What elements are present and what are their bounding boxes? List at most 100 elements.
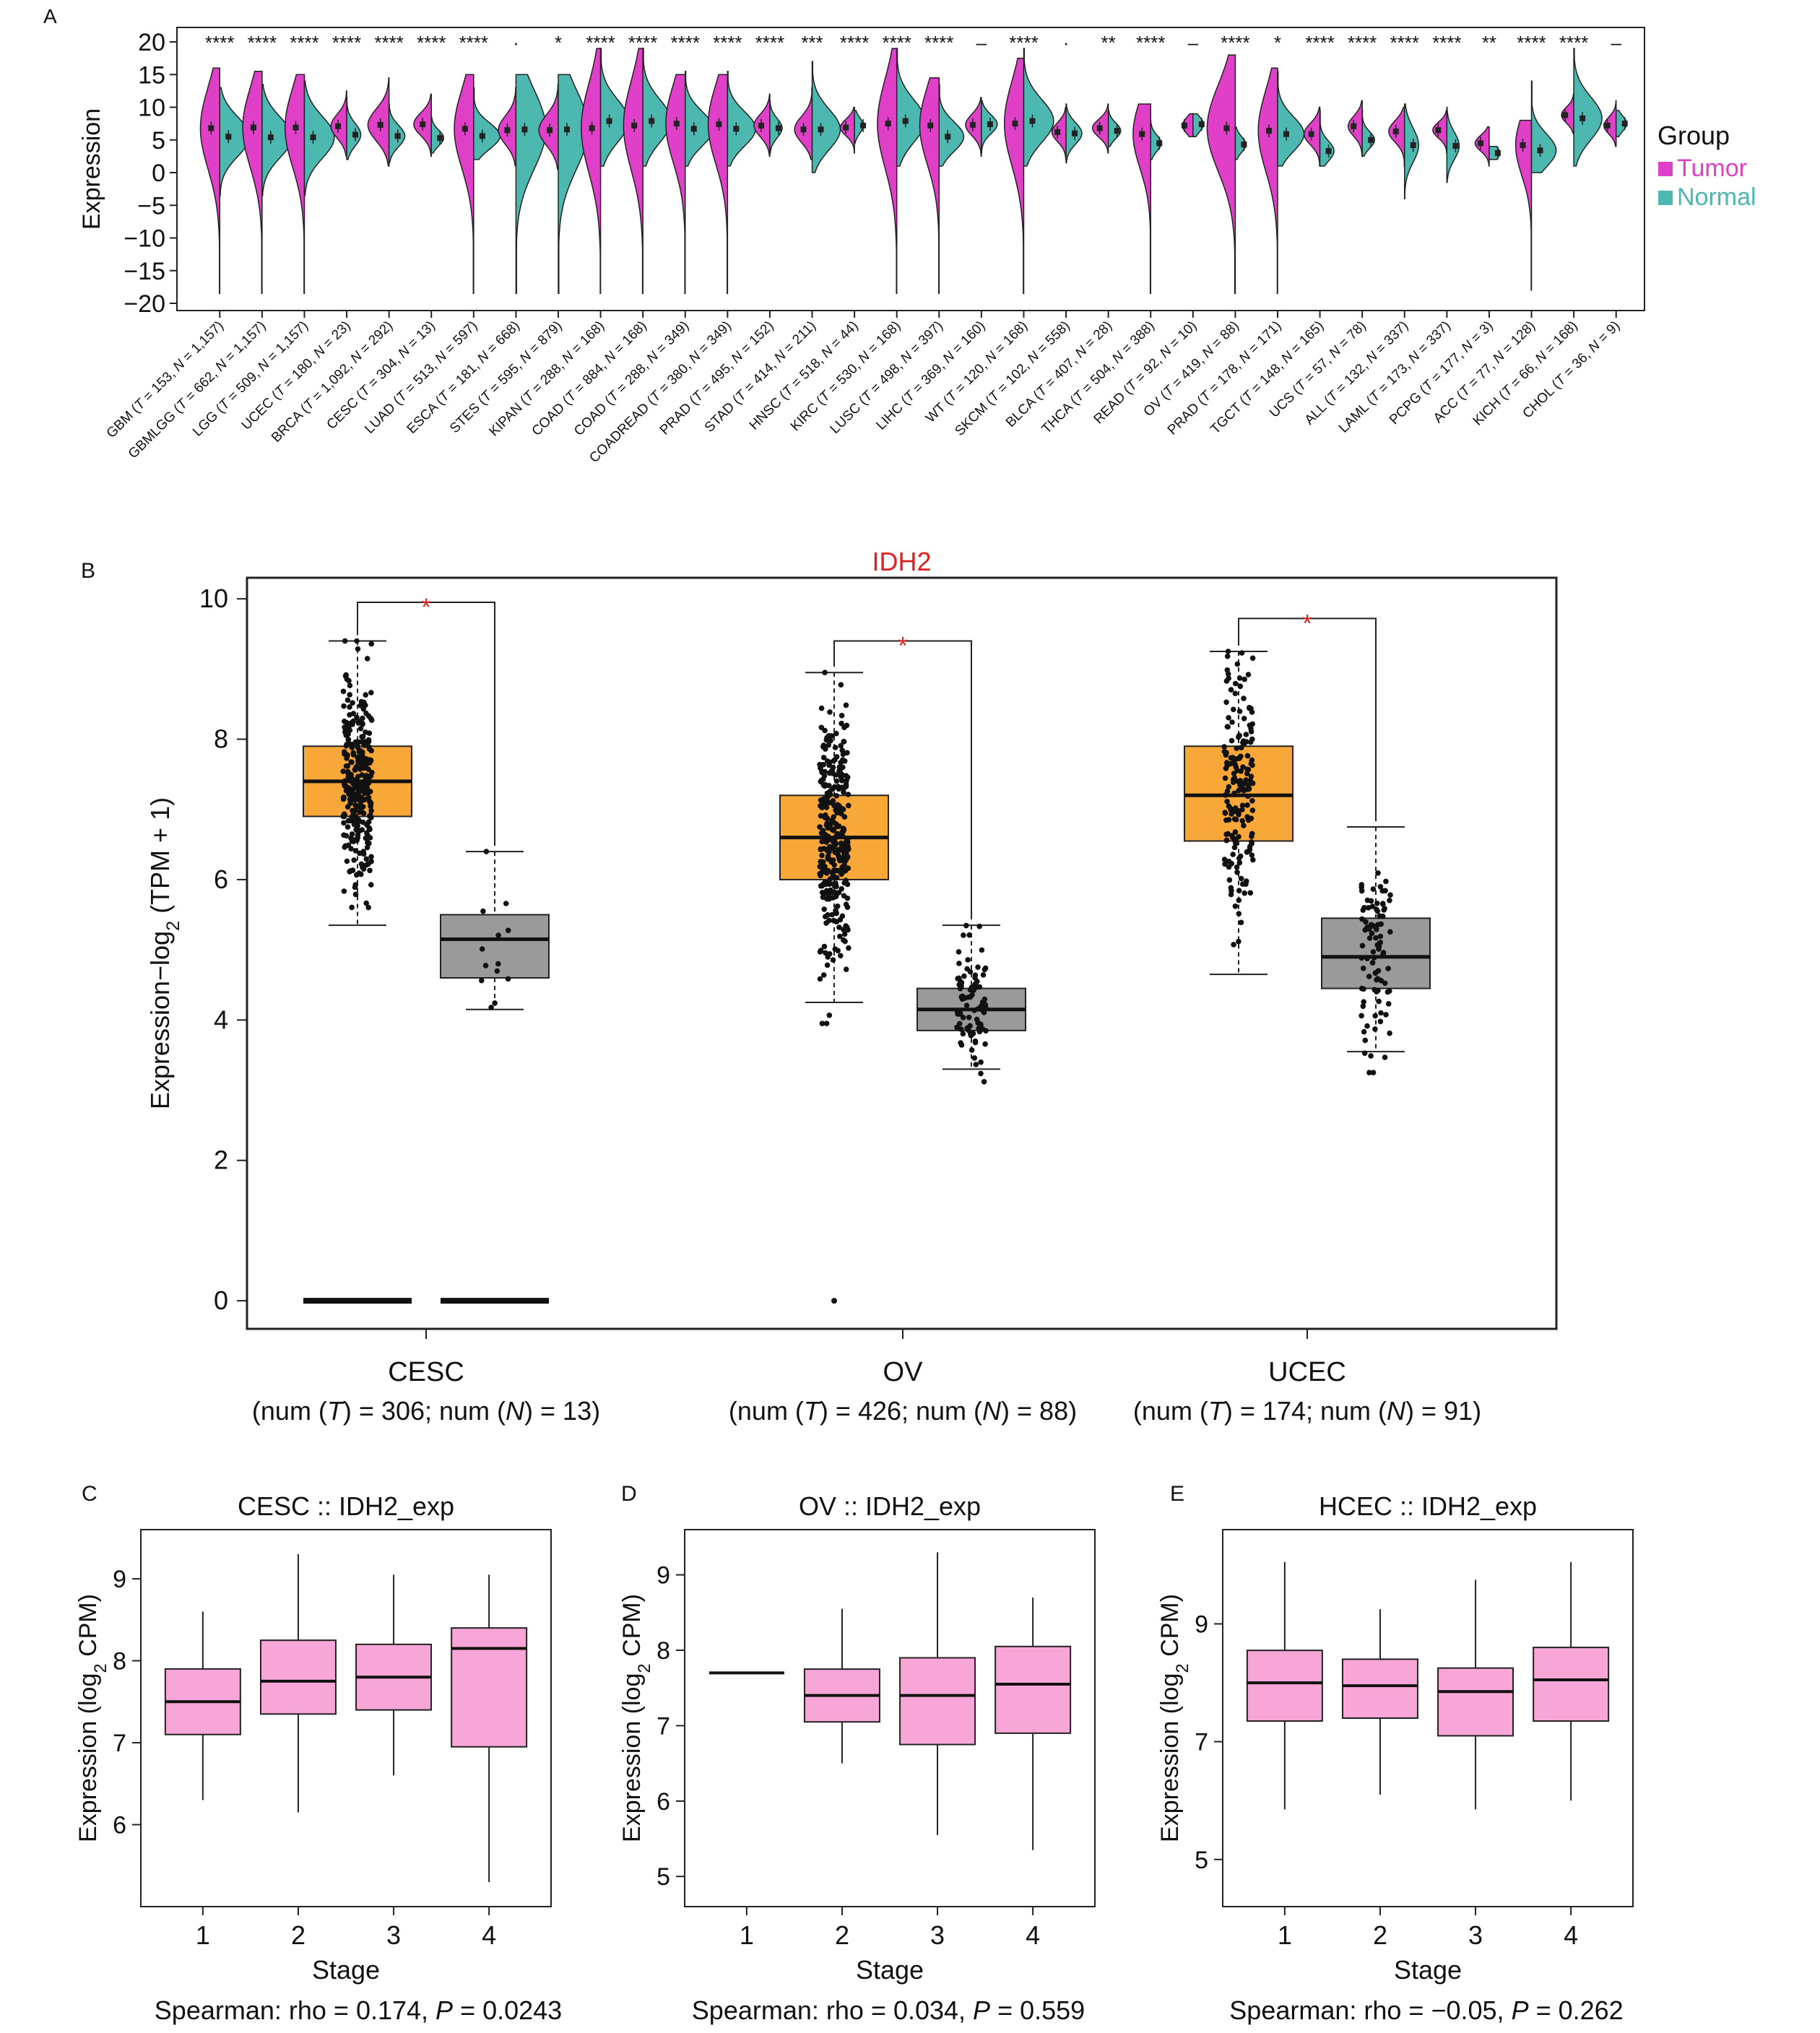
tumor-data-point	[342, 638, 348, 644]
normal-data-point	[1361, 1050, 1368, 1057]
normal-data-point	[1366, 935, 1373, 941]
tumor-data-point	[1230, 851, 1236, 857]
tumor-data-point	[363, 856, 370, 862]
significance-label: ****	[459, 32, 488, 53]
tumor-data-point	[357, 850, 363, 857]
normal-data-point	[1368, 922, 1374, 928]
normal-violin	[303, 80, 335, 196]
significance-label: ****	[1348, 32, 1377, 53]
tumor-data-point	[830, 764, 836, 771]
normal-data-point	[978, 1003, 984, 1010]
normal-data-point	[963, 922, 969, 929]
normal-data-point	[1358, 985, 1365, 992]
tumor-data-point	[838, 721, 844, 727]
normal-data-point	[978, 1021, 984, 1028]
tumor-data-point	[347, 692, 353, 698]
tumor-data-point	[1241, 738, 1247, 744]
normal-violin	[1277, 70, 1305, 167]
normal-violin	[811, 61, 841, 173]
tumor-data-point	[1241, 716, 1247, 721]
text-span: ) = 306; num (	[343, 1396, 506, 1426]
text-span: = 419,	[1166, 350, 1210, 394]
normal-data-point	[1368, 1053, 1374, 1059]
tumor-data-point	[822, 727, 828, 734]
tumor-data-point	[1244, 802, 1250, 808]
text-span: = 304,	[363, 350, 406, 394]
normal-data-point	[981, 1010, 987, 1015]
normal-data-point	[1371, 955, 1377, 961]
tumor-data-point	[833, 919, 840, 924]
tumor-data-point	[1222, 792, 1228, 798]
x-axis-label: Stage	[312, 1955, 380, 1985]
tumor-data-point	[834, 849, 841, 856]
x-tick-label: 2	[291, 1920, 306, 1950]
tumor-violin	[199, 67, 221, 295]
normal-data-point	[495, 961, 501, 967]
plot-frame	[684, 1529, 1096, 1907]
tumor-data-point	[346, 724, 352, 730]
y-tick-label: 9	[1195, 1611, 1208, 1639]
tumor-data-point	[1229, 755, 1236, 760]
text-span: CPM)	[618, 1594, 646, 1663]
significance-label: ****	[248, 32, 277, 53]
text-span: = 397)	[905, 318, 946, 360]
text-span: = 173,	[1373, 356, 1416, 399]
tumor-data-point	[823, 805, 830, 810]
y-tick-label: 2	[214, 1145, 228, 1175]
tumor-data-point	[1249, 852, 1255, 858]
text-span: = 128)	[1497, 318, 1538, 360]
normal-data-point	[983, 1028, 989, 1034]
tumor-data-point	[828, 859, 835, 865]
tumor-data-point	[368, 807, 374, 814]
text-span: = 369,	[907, 356, 950, 399]
tumor-data-point	[833, 778, 840, 784]
y-axis-label: Expression	[78, 108, 105, 230]
normal-data-point	[974, 1016, 980, 1023]
tumor-data-point	[1223, 752, 1229, 758]
text-span: Spearman: rho = 0.174,	[155, 1995, 436, 2025]
normal-data-point	[1381, 907, 1387, 913]
text-span: = 595,	[485, 356, 528, 399]
text-span: = 662,	[180, 364, 223, 407]
text-span: Spearman: rho = 0.034,	[692, 1995, 973, 2025]
normal-violin	[1023, 48, 1054, 167]
legend-swatch-normal	[1658, 191, 1673, 205]
normal-data-point	[1377, 884, 1384, 890]
normal-data-point	[954, 1024, 960, 1031]
normal-data-point	[492, 1000, 498, 1006]
text-span: BLCA (	[1003, 389, 1045, 430]
tumor-data-point	[362, 797, 368, 802]
tumor-data-point	[820, 755, 827, 760]
tumor-data-point	[836, 924, 842, 930]
normal-data-point	[974, 979, 980, 984]
tumor-violin	[1514, 119, 1533, 291]
tumor-data-point	[367, 826, 373, 833]
tumor-data-point	[1236, 734, 1242, 740]
normal-data-point	[960, 1015, 966, 1020]
significance-label: ****	[290, 32, 318, 53]
tumor-data-point	[1228, 885, 1234, 891]
chart-title: OV :: IDH2_exp	[799, 1491, 981, 1521]
tumor-data-point	[841, 842, 846, 848]
tumor-data-point	[352, 848, 359, 854]
tumor-data-point	[350, 711, 357, 716]
text-span: = 288,	[611, 356, 654, 399]
normal-data-point	[1374, 976, 1379, 983]
significance-bracket	[1238, 617, 1377, 822]
normal-data-point	[1370, 1070, 1377, 1075]
tumor-data-point	[842, 938, 848, 945]
tumor-data-point	[1235, 779, 1242, 785]
y-tick-label: 5	[152, 127, 165, 155]
tumor-data-point	[1247, 739, 1254, 745]
significance-label: ****	[205, 32, 234, 53]
normal-data-point	[483, 849, 490, 854]
normal-violin	[346, 97, 362, 160]
normal-violin	[685, 70, 714, 167]
tumor-data-point	[828, 737, 833, 744]
tumor-data-point	[820, 882, 826, 888]
tumor-data-point	[1234, 870, 1240, 875]
tumor-data-point	[365, 904, 371, 911]
text-span: N	[1387, 1396, 1406, 1426]
tumor-data-point	[363, 900, 370, 906]
x-tick-sublabel: (num (T) = 306; num (N) = 13)	[252, 1396, 600, 1426]
